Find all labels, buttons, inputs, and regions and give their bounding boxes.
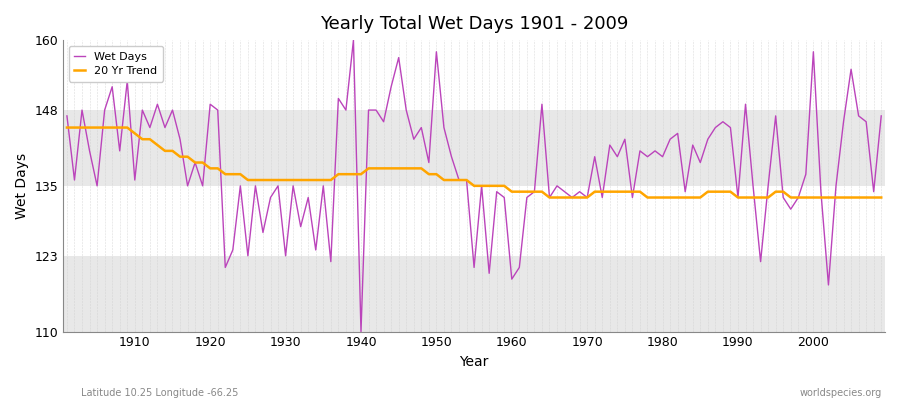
20 Yr Trend xyxy=(288,178,299,182)
Wet Days xyxy=(333,96,344,101)
Text: worldspecies.org: worldspecies.org xyxy=(800,388,882,398)
Title: Yearly Total Wet Days 1901 - 2009: Yearly Total Wet Days 1901 - 2009 xyxy=(320,15,628,33)
20 Yr Trend xyxy=(507,189,517,194)
Bar xyxy=(63,256,885,332)
Line: 20 Yr Trend: 20 Yr Trend xyxy=(67,128,881,198)
Wet Days xyxy=(288,184,299,188)
Legend: Wet Days, 20 Yr Trend: Wet Days, 20 Yr Trend xyxy=(68,46,163,82)
Wet Days xyxy=(348,38,359,42)
Wet Days xyxy=(61,114,72,118)
20 Yr Trend xyxy=(499,184,509,188)
Wet Days xyxy=(514,265,525,270)
20 Yr Trend xyxy=(544,195,555,200)
20 Yr Trend xyxy=(61,125,72,130)
Line: Wet Days: Wet Days xyxy=(67,40,881,332)
Wet Days xyxy=(876,114,886,118)
Wet Days xyxy=(612,154,623,159)
Y-axis label: Wet Days: Wet Days xyxy=(15,153,29,219)
20 Yr Trend xyxy=(876,195,886,200)
20 Yr Trend xyxy=(333,172,344,176)
Bar xyxy=(63,40,885,110)
Wet Days xyxy=(122,78,132,83)
20 Yr Trend xyxy=(605,189,616,194)
Bar xyxy=(63,110,885,186)
Wet Days xyxy=(521,195,532,200)
Text: Latitude 10.25 Longitude -66.25: Latitude 10.25 Longitude -66.25 xyxy=(81,388,239,398)
20 Yr Trend xyxy=(122,125,132,130)
X-axis label: Year: Year xyxy=(459,355,489,369)
Bar xyxy=(63,186,885,256)
Wet Days xyxy=(356,329,366,334)
